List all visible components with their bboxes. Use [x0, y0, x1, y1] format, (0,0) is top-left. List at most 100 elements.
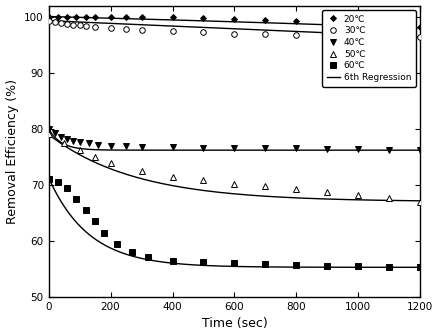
20℃	[92, 15, 98, 19]
60℃	[386, 265, 391, 269]
40℃	[138, 145, 144, 149]
50℃	[386, 196, 391, 200]
50℃	[46, 132, 51, 136]
30℃	[83, 24, 88, 28]
40℃	[52, 131, 57, 135]
X-axis label: Time (sec): Time (sec)	[201, 318, 267, 330]
30℃	[64, 22, 70, 26]
30℃	[52, 20, 57, 25]
50℃	[231, 182, 237, 186]
50℃	[61, 141, 67, 145]
40℃	[293, 146, 298, 151]
60℃	[417, 265, 422, 269]
40℃	[201, 146, 206, 150]
40℃	[58, 135, 64, 139]
20℃	[262, 18, 268, 22]
60℃	[355, 264, 360, 268]
Legend: 20℃, 30℃, 40℃, 50℃, 60℃, 6th Regression: 20℃, 30℃, 40℃, 50℃, 60℃, 6th Regression	[321, 10, 415, 87]
30℃	[77, 23, 82, 27]
30℃	[417, 35, 422, 39]
60℃	[74, 197, 79, 201]
50℃	[92, 155, 98, 159]
50℃	[324, 190, 329, 194]
20℃	[64, 15, 70, 19]
40℃	[386, 148, 391, 152]
60℃	[201, 260, 206, 264]
60℃	[83, 208, 88, 212]
20℃	[74, 15, 79, 19]
Line: 40℃: 40℃	[46, 126, 422, 153]
50℃	[355, 193, 360, 197]
20℃	[324, 20, 329, 25]
20℃	[201, 16, 206, 20]
20℃	[108, 15, 113, 19]
30℃	[386, 34, 391, 38]
40℃	[324, 147, 329, 151]
40℃	[108, 144, 113, 148]
50℃	[108, 161, 113, 165]
60℃	[324, 264, 329, 268]
60℃	[64, 186, 70, 190]
60℃	[55, 180, 60, 184]
30℃	[201, 31, 206, 35]
20℃	[55, 15, 60, 19]
50℃	[170, 174, 175, 178]
Line: 20℃: 20℃	[46, 15, 421, 29]
40℃	[123, 144, 128, 148]
60℃	[231, 261, 237, 265]
20℃	[355, 22, 360, 26]
Line: 50℃: 50℃	[46, 132, 422, 205]
60℃	[92, 219, 98, 223]
30℃	[108, 26, 113, 30]
40℃	[71, 139, 76, 143]
20℃	[138, 15, 144, 19]
40℃	[170, 145, 175, 150]
40℃	[77, 140, 82, 144]
40℃	[46, 127, 51, 131]
40℃	[95, 142, 101, 146]
50℃	[417, 200, 422, 204]
30℃	[355, 34, 360, 38]
50℃	[77, 148, 82, 152]
60℃	[293, 263, 298, 267]
40℃	[64, 137, 70, 141]
20℃	[293, 19, 298, 23]
30℃	[46, 19, 51, 23]
20℃	[231, 17, 237, 21]
60℃	[262, 262, 268, 266]
60℃	[145, 255, 150, 259]
30℃	[71, 23, 76, 27]
50℃	[138, 169, 144, 173]
20℃	[123, 15, 128, 19]
30℃	[170, 29, 175, 33]
Y-axis label: Removal Efficiency (%): Removal Efficiency (%)	[6, 79, 18, 224]
50℃	[293, 187, 298, 192]
60℃	[114, 242, 119, 246]
20℃	[417, 25, 422, 29]
Line: 30℃: 30℃	[46, 18, 422, 40]
20℃	[46, 15, 51, 19]
30℃	[293, 33, 298, 37]
50℃	[201, 178, 206, 182]
50℃	[262, 184, 268, 188]
Line: 60℃: 60℃	[46, 176, 422, 270]
20℃	[386, 23, 391, 27]
40℃	[417, 148, 422, 152]
30℃	[58, 22, 64, 26]
40℃	[355, 147, 360, 151]
40℃	[262, 146, 268, 151]
30℃	[324, 33, 329, 37]
40℃	[86, 141, 91, 145]
60℃	[170, 259, 175, 263]
20℃	[170, 15, 175, 19]
40℃	[231, 146, 237, 150]
30℃	[123, 27, 128, 31]
30℃	[231, 32, 237, 36]
60℃	[46, 177, 51, 181]
20℃	[83, 15, 88, 19]
30℃	[92, 25, 98, 29]
30℃	[262, 32, 268, 36]
60℃	[129, 250, 134, 254]
60℃	[102, 230, 107, 235]
30℃	[138, 28, 144, 32]
